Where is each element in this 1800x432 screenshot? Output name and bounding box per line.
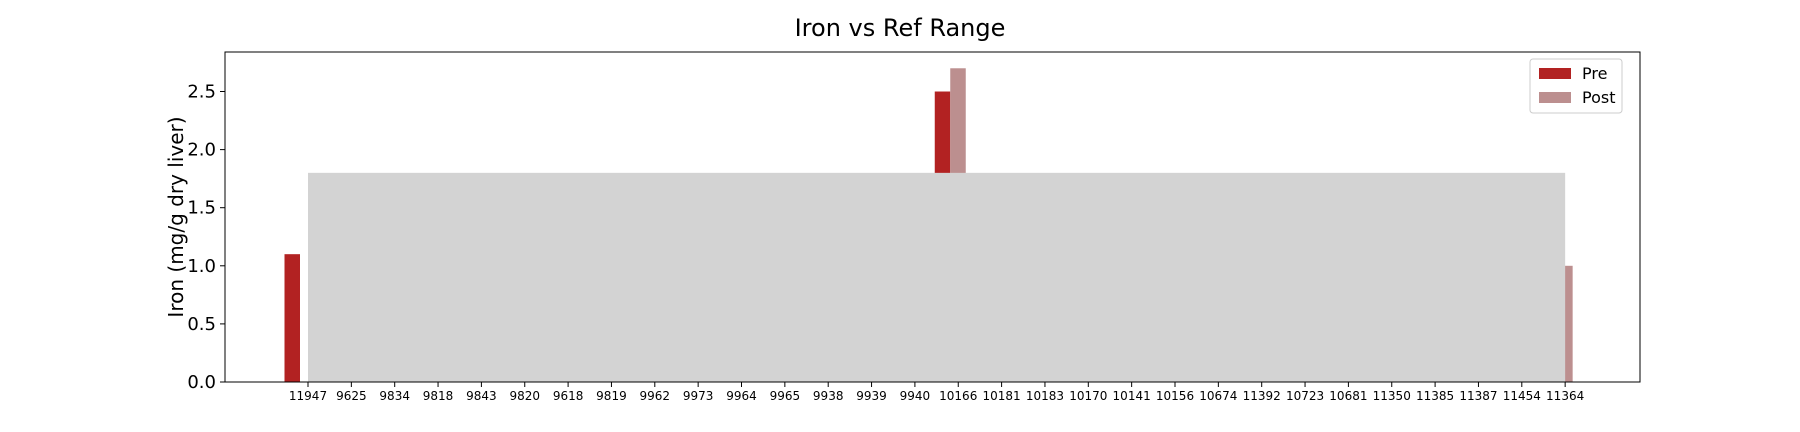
x-tick-label: 9973 (683, 389, 714, 403)
x-tick-label: 9618 (553, 389, 584, 403)
x-tick-label: 11387 (1459, 389, 1497, 403)
x-tick-label: 10166 (939, 389, 977, 403)
x-tick-label: 10183 (1026, 389, 1064, 403)
chart-title: Iron vs Ref Range (795, 14, 1006, 42)
x-tick-label: 10674 (1199, 389, 1237, 403)
y-axis-label: Iron (mg/g dry liver) (164, 116, 188, 317)
x-tick-label: 9940 (900, 389, 931, 403)
x-tick-label: 10170 (1069, 389, 1107, 403)
y-tick-label: 1.5 (187, 198, 216, 219)
legend-label-post: Post (1582, 88, 1615, 107)
legend: Pre Post (1529, 58, 1623, 114)
x-tick-label: 9625 (336, 389, 367, 403)
x-tick-label: 11454 (1503, 389, 1541, 403)
y-tick-label: 0.0 (187, 372, 216, 393)
x-tick-label: 11947 (289, 389, 327, 403)
x-tick-label: 11392 (1243, 389, 1281, 403)
x-tick-label: 9843 (466, 389, 497, 403)
x-tick-label: 9965 (770, 389, 801, 403)
x-tick-label: 10723 (1286, 389, 1324, 403)
y-tick-label: 0.5 (187, 314, 216, 335)
y-tick-label: 2.0 (187, 140, 216, 161)
x-tick-label: 9939 (856, 389, 887, 403)
x-tick-label: 10681 (1329, 389, 1367, 403)
x-tick-label: 9938 (813, 389, 844, 403)
legend-label-pre: Pre (1582, 64, 1607, 83)
x-tick-label: 11350 (1373, 389, 1411, 403)
x-tick-label: 10141 (1113, 389, 1151, 403)
x-tick-label: 11364 (1546, 389, 1584, 403)
x-tick-label: 9964 (726, 389, 757, 403)
x-tick-label: 10156 (1156, 389, 1194, 403)
x-tick-label: 9820 (509, 389, 540, 403)
y-tick-label: 2.5 (187, 82, 216, 103)
plot-area: 0.0 0.5 1.0 1.5 2.0 2.5 11947 9625 9834 9818 9843 9… (187, 51, 1641, 403)
x-tick-label: 9834 (379, 389, 410, 403)
legend-swatch-post (1539, 92, 1571, 103)
bar-pre-11947 (284, 254, 300, 382)
legend-swatch-pre (1539, 68, 1571, 79)
x-tick-label: 10181 (983, 389, 1021, 403)
plot-frame (224, 51, 1641, 383)
y-tick-label: 1.0 (187, 256, 216, 277)
x-tick-label: 9962 (640, 389, 671, 403)
x-tick-label: 11385 (1416, 389, 1454, 403)
reference-range-band (308, 172, 1566, 382)
x-tick-label: 9819 (596, 389, 627, 403)
x-tick-label: 9818 (423, 389, 454, 403)
